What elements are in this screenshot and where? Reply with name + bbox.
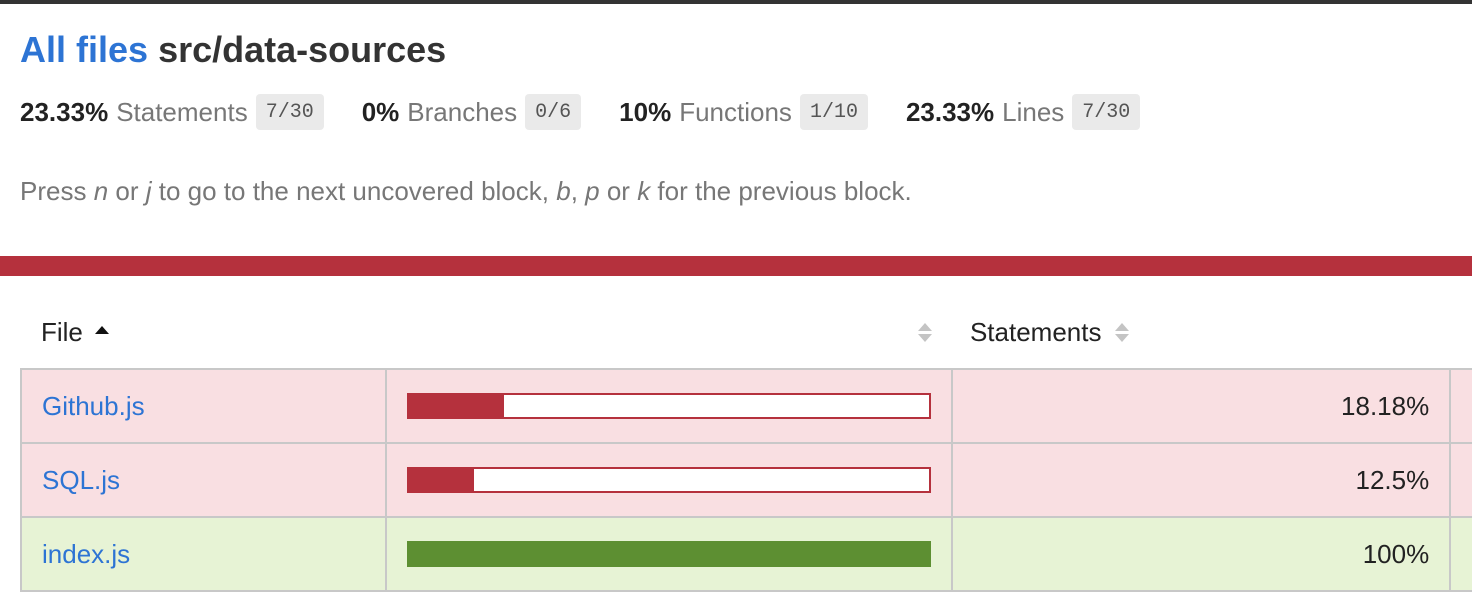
hint-text: for the previous block. <box>650 176 912 206</box>
file-link[interactable]: SQL.js <box>42 464 121 495</box>
statements-label: Statements <box>116 96 248 127</box>
keyboard-hint: Press n or j to go to the next uncovered… <box>20 176 912 207</box>
row-edge-cell <box>1449 368 1472 444</box>
hint-key-b: b <box>556 176 571 206</box>
top-border <box>0 0 1472 4</box>
lines-label: Lines <box>1002 96 1065 127</box>
hint-text: or <box>599 176 638 206</box>
statements-percent: 100% <box>1362 538 1430 569</box>
page-title: All files src/data-sources <box>20 28 446 72</box>
statements-percent-cell: 12.5% <box>950 442 1452 518</box>
file-link[interactable]: Github.js <box>42 390 145 421</box>
statements-percent: 23.33% <box>20 96 109 127</box>
page-header: All files src/data-sources <box>20 28 446 72</box>
sort-icon <box>917 322 932 342</box>
row-edge-cell <box>1449 516 1472 592</box>
coverage-bar-cell <box>385 442 953 518</box>
statements-percent-cell: 100% <box>950 516 1452 592</box>
coverage-bar <box>407 393 932 419</box>
functions-percent: 10% <box>619 96 672 127</box>
current-path: src/data-sources <box>158 29 447 70</box>
summary-branches: 0% Branches 0/6 <box>361 94 582 130</box>
coverage-bar-fill <box>409 469 475 491</box>
statements-percent: 12.5% <box>1355 464 1430 495</box>
hint-text: , <box>570 176 586 206</box>
statements-column-header[interactable]: Statements <box>952 296 1450 369</box>
file-link[interactable]: index.js <box>42 538 131 569</box>
table-header-row: File Statements <box>21 296 1472 369</box>
hint-key-j: j <box>145 176 152 206</box>
hint-key-k: k <box>637 176 651 206</box>
file-cell: Github.js <box>19 368 388 444</box>
statements-column-label: Statements <box>969 316 1102 347</box>
coverage-bar <box>407 541 932 567</box>
bar-column-header[interactable] <box>386 296 952 369</box>
file-cell: index.js <box>19 516 388 592</box>
statements-fraction: 7/30 <box>255 94 324 130</box>
file-column-header[interactable]: File <box>21 296 386 369</box>
functions-label: Functions <box>679 96 792 127</box>
coverage-bar <box>407 467 932 493</box>
coverage-bar-cell <box>385 516 953 592</box>
coverage-status-bar <box>0 256 1472 276</box>
coverage-bar-cell <box>385 368 953 444</box>
all-files-link[interactable]: All files <box>20 29 149 70</box>
header-spacer <box>1450 296 1472 369</box>
hint-text: to go to the next uncovered block, <box>151 176 557 206</box>
row-edge-cell <box>1449 442 1472 518</box>
coverage-bar-fill <box>409 543 930 565</box>
functions-fraction: 1/10 <box>799 94 868 130</box>
statements-percent: 18.18% <box>1341 390 1430 421</box>
lines-fraction: 7/30 <box>1072 94 1141 130</box>
file-column-label: File <box>41 316 83 347</box>
sort-ascending-icon <box>94 326 109 334</box>
lines-percent: 23.33% <box>905 96 995 127</box>
coverage-table: File Statements Github.js 18.18% SQL.js 12.… <box>19 296 1472 592</box>
table-row: index.js 100% <box>19 516 1472 592</box>
hint-text: Press <box>20 176 94 206</box>
summary-lines: 23.33% Lines 7/30 <box>905 94 1141 130</box>
coverage-bar-fill <box>409 395 504 417</box>
hint-text: or <box>108 176 146 206</box>
branches-fraction: 0/6 <box>525 94 582 130</box>
file-cell: SQL.js <box>19 442 388 518</box>
sort-icon <box>1115 322 1130 342</box>
hint-key-p: p <box>585 176 600 206</box>
statements-percent-cell: 18.18% <box>950 368 1452 444</box>
summary-functions: 10% Functions 1/10 <box>619 94 868 130</box>
branches-label: Branches <box>407 96 518 127</box>
table-row: Github.js 18.18% <box>19 368 1472 444</box>
summary-statements: 23.33% Statements 7/30 <box>20 94 324 130</box>
hint-key-n: n <box>93 176 109 206</box>
branches-percent: 0% <box>361 96 400 127</box>
table-row: SQL.js 12.5% <box>19 442 1472 518</box>
coverage-summary: 23.33% Statements 7/30 0% Branches 0/6 1… <box>20 94 1178 130</box>
